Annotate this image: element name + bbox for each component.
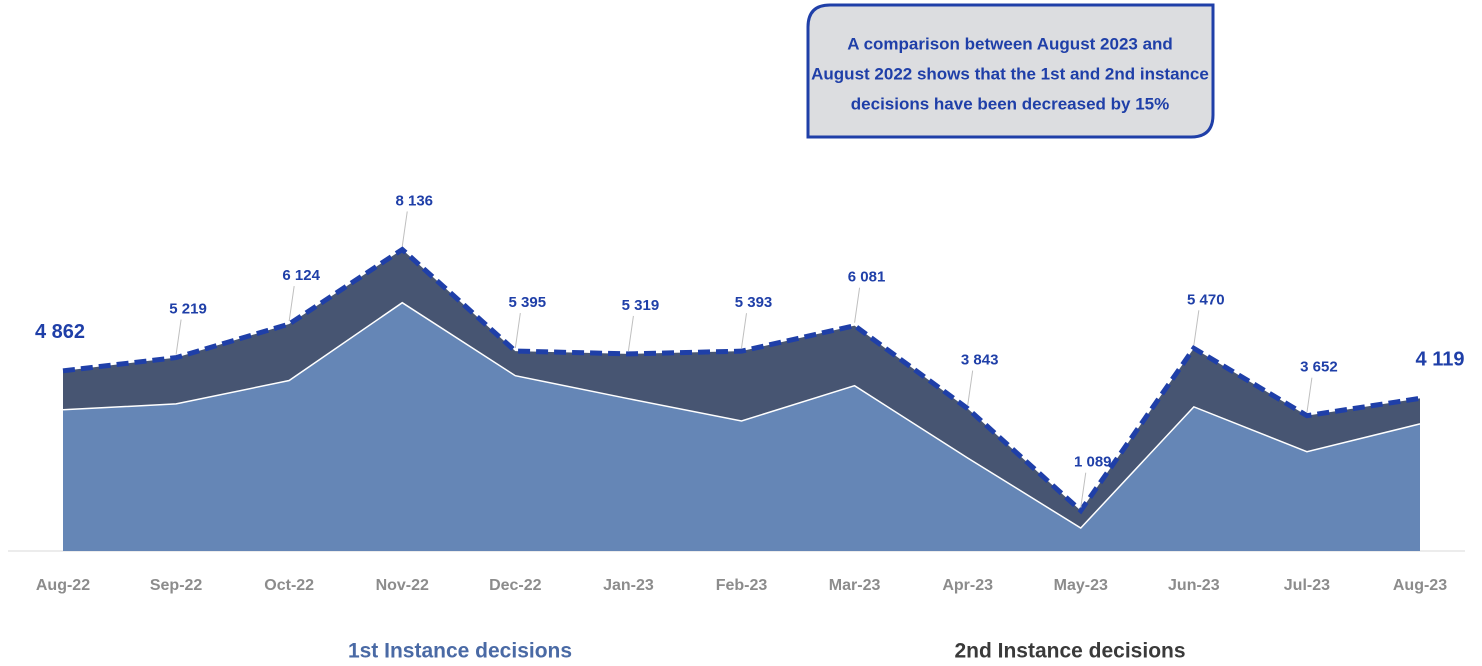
leader-line xyxy=(1080,472,1087,508)
leader-line xyxy=(288,285,295,322)
total-line xyxy=(62,246,1421,515)
x-tick-label: Aug-23 xyxy=(1393,577,1447,594)
x-tick-label: Dec-22 xyxy=(489,577,542,594)
x-tick-label: Apr-23 xyxy=(942,577,993,594)
annotation-line: decisions have been decreased by 15% xyxy=(851,94,1169,113)
leader-line xyxy=(175,319,182,355)
x-tick-label: Sep-22 xyxy=(150,577,203,594)
data-label: 3 652 xyxy=(1300,359,1338,376)
annotation-line: A comparison between August 2023 and xyxy=(847,34,1173,53)
data-label: 5 393 xyxy=(735,294,773,311)
leader-line xyxy=(401,211,408,247)
leader-line xyxy=(514,312,521,349)
leader-line xyxy=(627,315,634,351)
data-label: 5 219 xyxy=(169,301,207,318)
annotation-line: August 2022 shows that the 1st and 2nd i… xyxy=(811,64,1209,83)
data-label: 4 119 xyxy=(1416,349,1465,371)
area xyxy=(63,249,1420,529)
area xyxy=(63,302,1420,551)
data-label: 5 319 xyxy=(622,297,660,314)
leader-line xyxy=(1306,377,1313,413)
leader-line xyxy=(854,287,861,323)
legend-label: 1st Instance decisions xyxy=(348,640,572,663)
data-label: 6 124 xyxy=(282,267,320,284)
legend-label: 2nd Instance decisions xyxy=(954,640,1185,663)
leader-line xyxy=(1193,310,1200,346)
data-label: 3 843 xyxy=(961,352,999,369)
x-tick-label: Nov-22 xyxy=(376,577,429,594)
data-label: 5 395 xyxy=(509,294,547,311)
x-tick-label: Feb-23 xyxy=(716,577,768,594)
x-tick-label: Oct-22 xyxy=(264,577,314,594)
annotation-box xyxy=(806,3,1215,139)
data-label: 4 862 xyxy=(35,321,85,343)
separator xyxy=(62,301,1421,529)
x-tick-label: Mar-23 xyxy=(829,577,881,594)
x-tick-label: Jul-23 xyxy=(1284,577,1330,594)
leader-line xyxy=(741,313,747,349)
data-label: 6 081 xyxy=(848,269,886,286)
data-label: 5 470 xyxy=(1187,291,1225,308)
data-label: 1 089 xyxy=(1074,454,1112,471)
x-tick-label: Aug-22 xyxy=(36,577,90,594)
x-tick-label: Jan-23 xyxy=(603,577,654,594)
data-label: 8 136 xyxy=(395,192,433,209)
leader-line xyxy=(967,370,974,406)
x-tick-label: Jun-23 xyxy=(1168,577,1220,594)
x-tick-label: May-23 xyxy=(1054,577,1108,594)
